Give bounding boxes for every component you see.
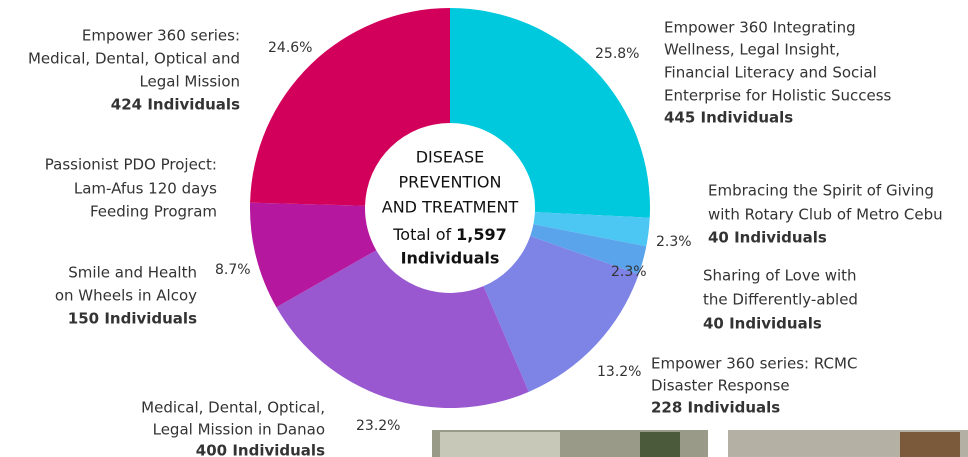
- slice-name: Disaster Response: [651, 377, 790, 395]
- slice-count: 400 Individuals: [196, 442, 325, 457]
- slice-name: Medical, Dental, Optical and: [28, 50, 240, 68]
- center-title: PREVENTION: [399, 173, 502, 192]
- annotation: Lam-Afus 120 days: [74, 180, 217, 198]
- photos: [432, 430, 968, 457]
- center-title: DISEASE: [416, 148, 485, 167]
- center-text: DISEASE PREVENTION AND TREATMENT Total of 1,…: [382, 148, 519, 268]
- slice-name: on Wheels in Alcoy: [55, 287, 197, 305]
- slice-name: Legal Mission: [139, 73, 240, 91]
- slice-name: Medical, Dental, Optical,: [141, 399, 325, 417]
- slice-percent: 25.8%: [595, 46, 639, 62]
- slice-percent: 2.3%: [611, 264, 647, 280]
- infographic: Empower 360 Integrating Wellness, Legal I…: [0, 0, 968, 457]
- total-prefix: Total of: [392, 225, 451, 244]
- center-total: Total of 1,597: [392, 225, 506, 244]
- slice-percent: 8.7%: [215, 262, 251, 278]
- slice-count: 40 Individuals: [708, 229, 827, 247]
- total-value: 1,597: [456, 225, 507, 244]
- slice-percent: 2.3%: [656, 234, 692, 250]
- slice-name: Empower 360 series: RCMC: [651, 355, 857, 373]
- slice-name: Empower 360 Integrating: [664, 19, 856, 37]
- slice-name: Wellness, Legal Insight,: [664, 41, 840, 59]
- slice-count: 424 Individuals: [111, 96, 240, 114]
- slice-count: 150 Individuals: [68, 310, 197, 328]
- slice-name: Sharing of Love with: [703, 267, 857, 285]
- slice-percent: 23.2%: [356, 418, 400, 434]
- annotation: Feeding Program: [90, 203, 217, 221]
- slice-count: 445 Individuals: [664, 109, 793, 127]
- slice-name: the Differently-abled: [703, 291, 858, 309]
- total-suffix: Individuals: [401, 249, 500, 268]
- slice-name: Empower 360 series:: [82, 27, 240, 45]
- annotation: Passionist PDO Project:: [45, 156, 217, 174]
- slice-name: Smile and Health: [68, 264, 197, 282]
- center-title: AND TREATMENT: [382, 198, 519, 217]
- slice-name: with Rotary Club of Metro Cebu: [708, 206, 943, 224]
- slice-name: Legal Mission in Danao: [153, 421, 325, 439]
- slice-percent: 24.6%: [268, 40, 312, 56]
- photo-detail: [900, 432, 960, 457]
- slice-percent: 13.2%: [597, 364, 641, 380]
- slice-name: Enterprise for Holistic Success: [664, 87, 892, 105]
- photo-detail: [440, 432, 560, 457]
- slice-name: Financial Literacy and Social: [664, 64, 877, 82]
- slice-count: 228 Individuals: [651, 399, 780, 417]
- slice-name: Embracing the Spirit of Giving: [708, 182, 934, 200]
- photo-detail: [640, 432, 680, 457]
- slice-count: 40 Individuals: [703, 315, 822, 333]
